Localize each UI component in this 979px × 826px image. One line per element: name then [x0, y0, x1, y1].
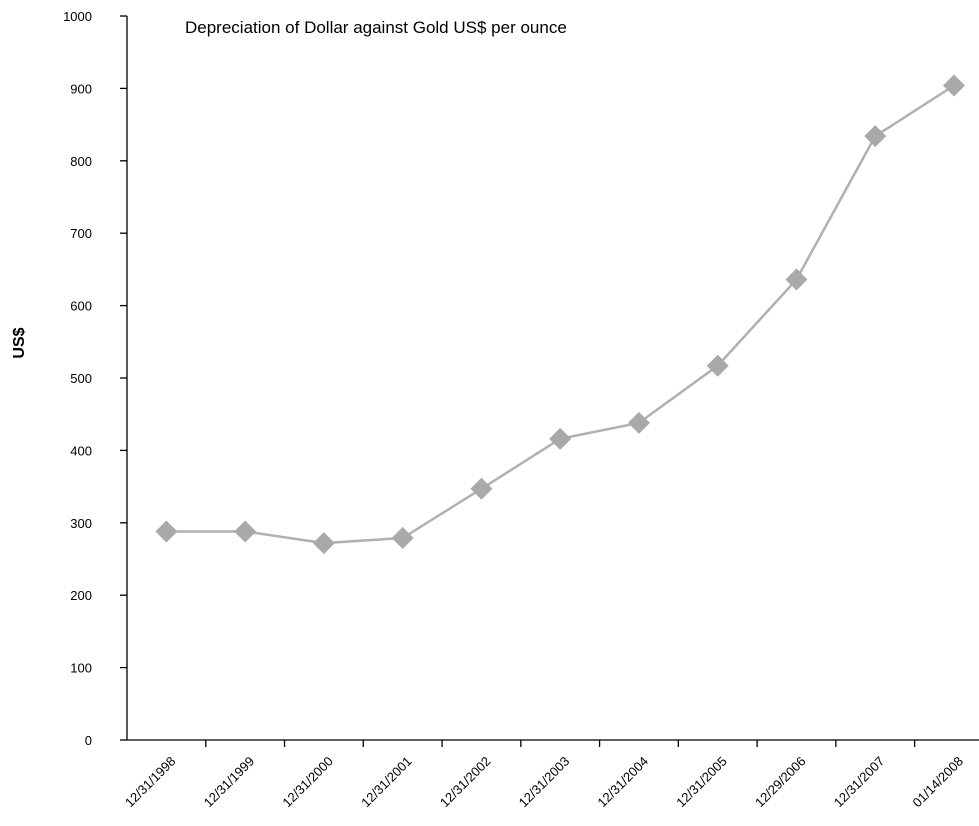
x-tick-label: 12/31/2002 — [437, 754, 494, 811]
y-axis-label: US$ — [11, 327, 28, 358]
x-tick-label: 01/14/2008 — [909, 754, 966, 811]
x-tick-label: 12/31/2004 — [594, 754, 651, 811]
data-point-marker — [470, 477, 493, 500]
series-line — [166, 84, 955, 545]
x-tick-label: 12/31/2000 — [279, 754, 336, 811]
x-tick-label: 12/31/2007 — [831, 754, 888, 811]
y-tick-label: 100 — [70, 661, 92, 676]
x-tick-label: 12/29/2006 — [752, 754, 809, 811]
data-point-marker — [706, 354, 729, 377]
x-axis-ticks: 12/31/1998 12/31/1999 12/31/2000 12/31/2001… — [122, 740, 966, 810]
x-tick-label: 12/31/2001 — [358, 754, 415, 811]
y-tick-label: 1000 — [63, 9, 92, 24]
data-point-marker — [312, 532, 335, 555]
y-axis-ticks: 0 100 200 300 400 500 600 700 800 900 1000 — [63, 9, 127, 748]
x-tick-label: 12/31/1999 — [201, 754, 258, 811]
y-tick-label: 700 — [70, 226, 92, 241]
data-point-marker — [943, 74, 965, 97]
x-tick-label: 12/31/2003 — [516, 754, 573, 811]
y-tick-label: 500 — [70, 371, 92, 386]
y-tick-label: 600 — [70, 299, 92, 314]
price-series — [155, 74, 965, 555]
chart-title: Depreciation of Dollar against Gold US$ … — [185, 18, 567, 37]
data-point-marker — [155, 520, 178, 543]
x-tick-label: 12/31/1998 — [122, 754, 179, 811]
y-tick-label: 400 — [70, 443, 92, 458]
y-tick-label: 200 — [70, 588, 92, 603]
data-point-marker — [234, 520, 257, 543]
y-tick-label: 300 — [70, 516, 92, 531]
x-tick-label: 12/31/2005 — [673, 754, 730, 811]
data-point-marker — [627, 411, 650, 434]
data-point-marker — [391, 527, 414, 550]
data-point-marker — [549, 427, 572, 450]
data-point-marker — [785, 268, 808, 291]
y-tick-label: 0 — [85, 733, 92, 748]
y-tick-label: 900 — [70, 81, 92, 96]
data-point-marker — [864, 125, 887, 148]
y-tick-label: 800 — [70, 154, 92, 169]
